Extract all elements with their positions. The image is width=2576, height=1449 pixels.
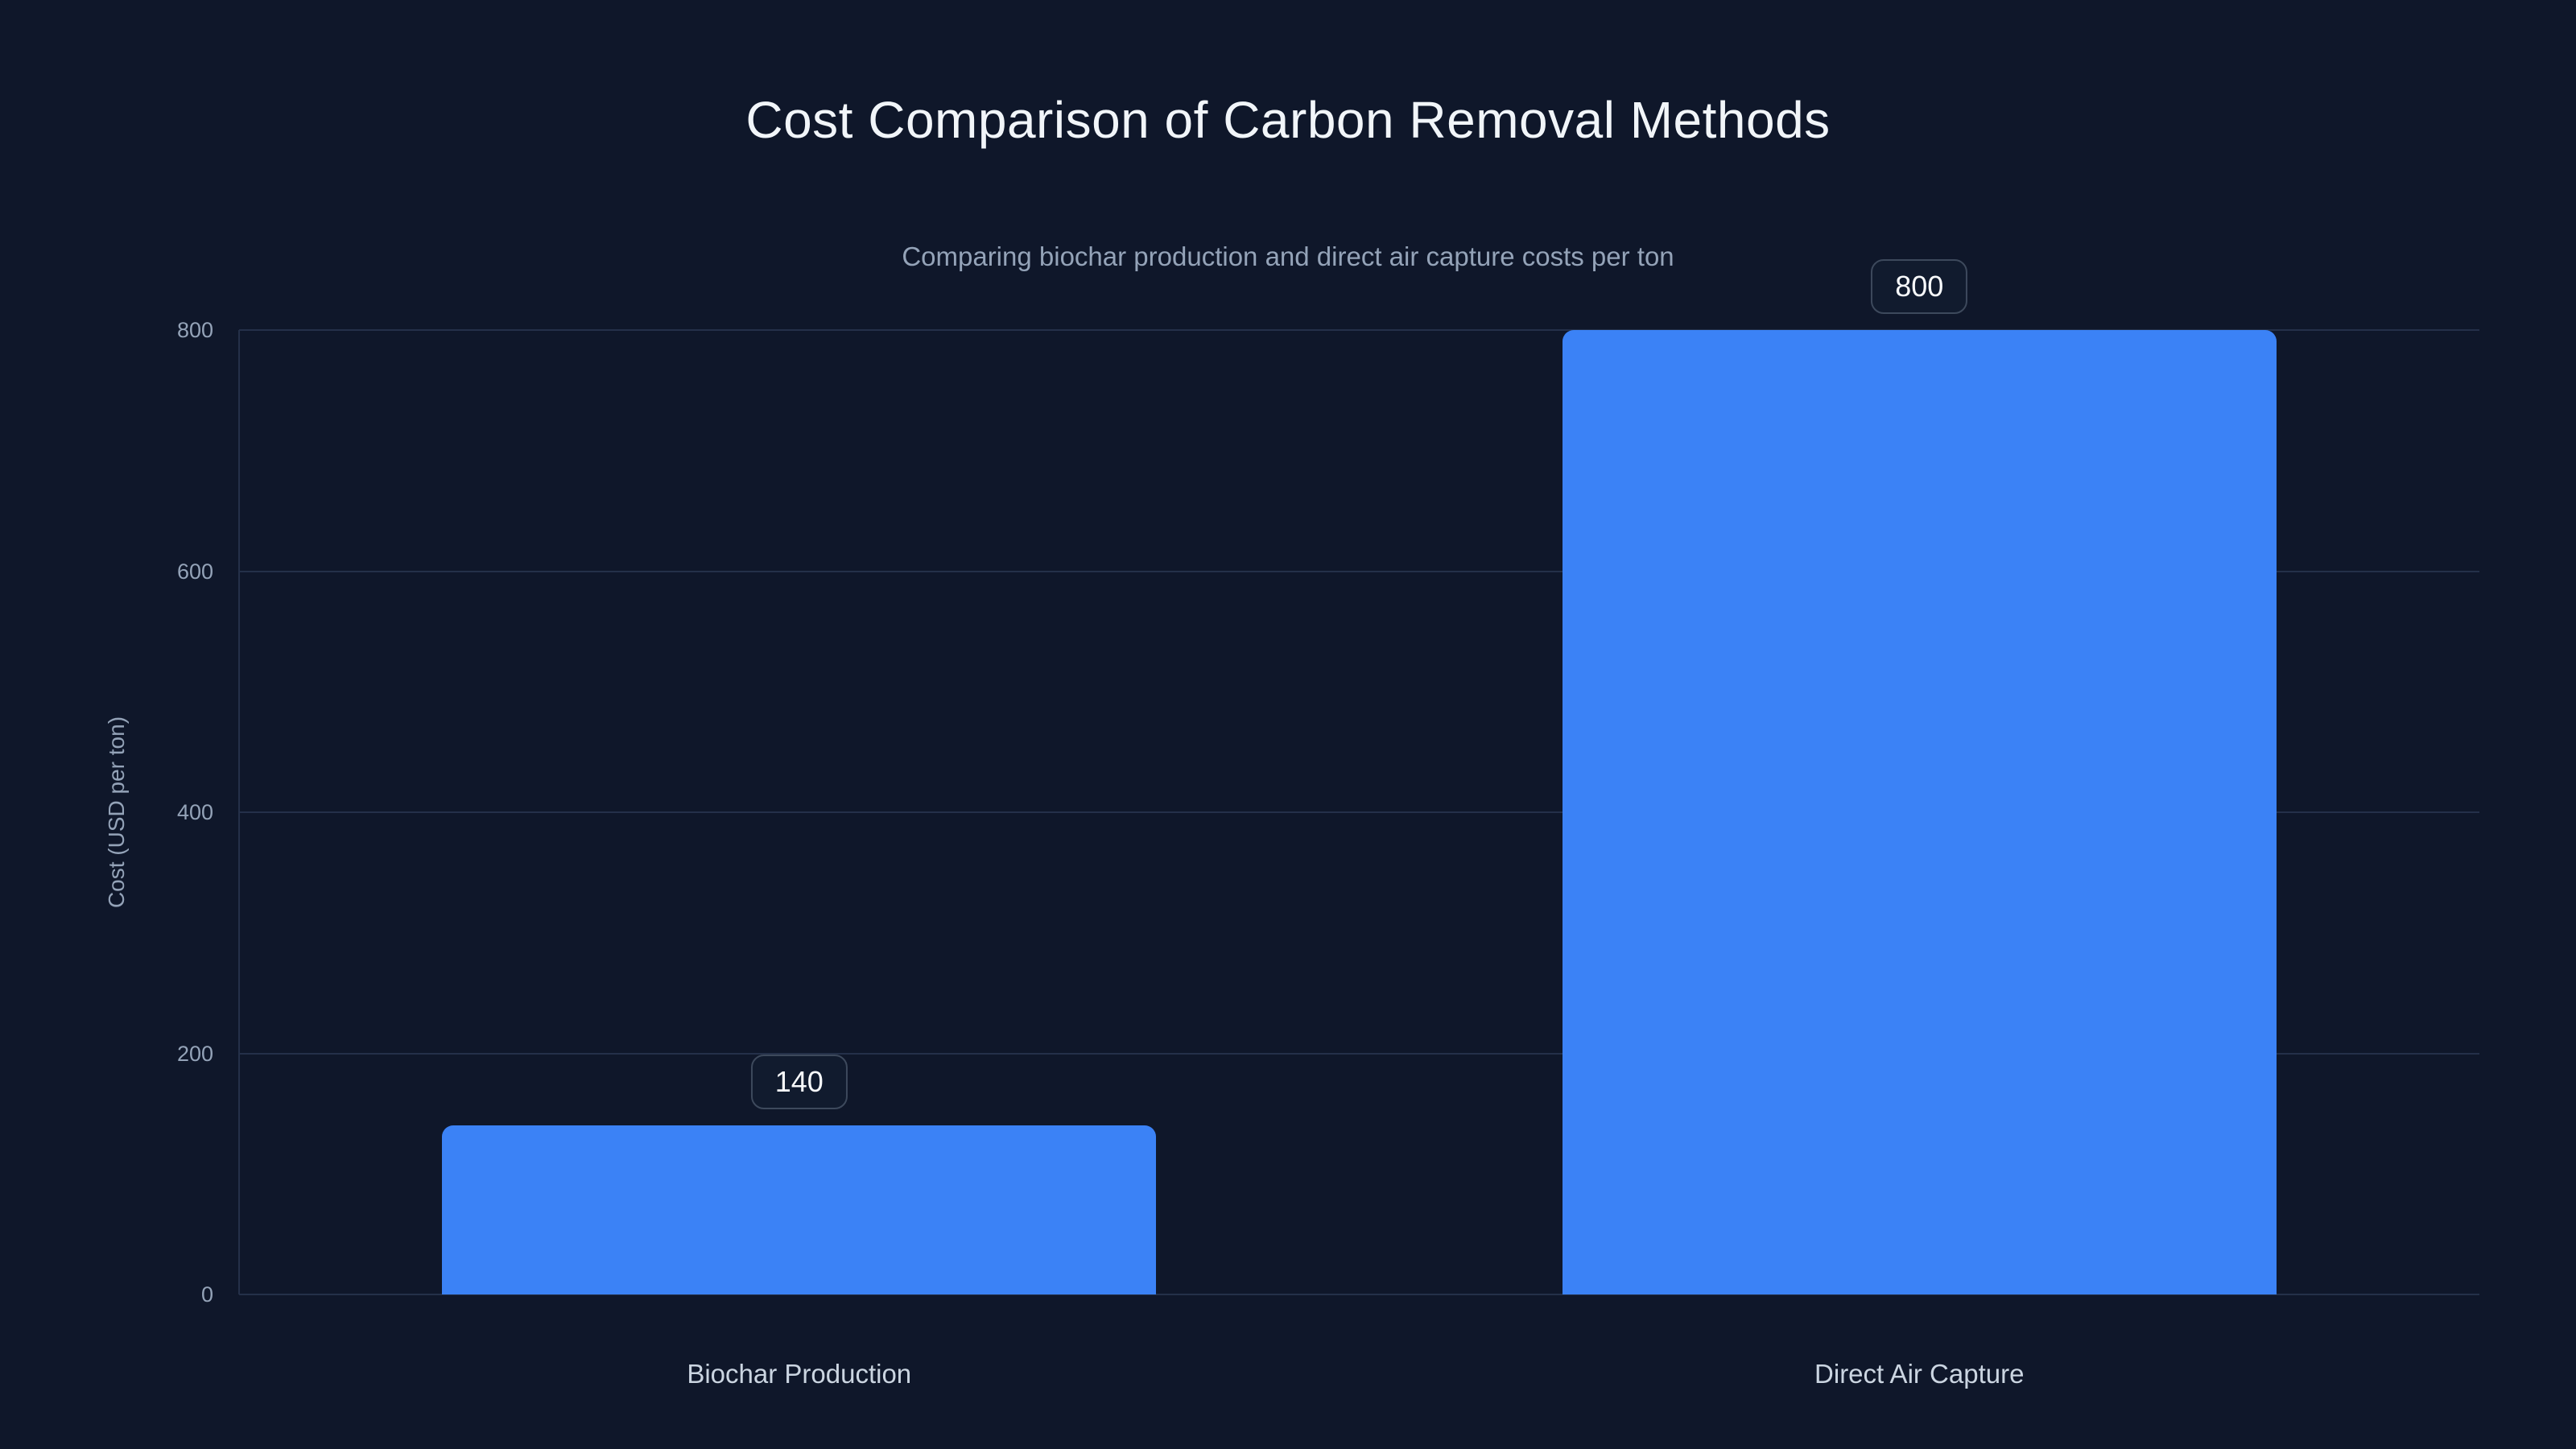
y-tick-label: 0	[200, 1282, 213, 1307]
bar-biochar-production[interactable]	[442, 1125, 1157, 1294]
gridline	[239, 811, 2479, 813]
y-tick-label: 400	[176, 800, 213, 824]
chart-title: Cost Comparison of Carbon Removal Method…	[745, 91, 1831, 149]
y-axis-line	[238, 330, 240, 1294]
x-category-label: Biochar Production	[687, 1359, 912, 1389]
gridline	[239, 1294, 2479, 1295]
y-tick-label: 200	[176, 1041, 213, 1066]
bar-direct-air-capture[interactable]	[1562, 330, 2277, 1294]
value-badge: 800	[1871, 259, 1968, 314]
y-tick-label: 600	[176, 559, 213, 584]
y-tick-label: 800	[176, 318, 213, 342]
gridline	[239, 570, 2479, 572]
value-badge: 140	[750, 1055, 848, 1110]
x-category-label: Direct Air Capture	[1814, 1359, 2025, 1389]
gridline	[239, 1052, 2479, 1055]
gridline	[239, 329, 2479, 331]
chart-subtitle: Comparing biochar production and direct …	[902, 242, 1674, 271]
